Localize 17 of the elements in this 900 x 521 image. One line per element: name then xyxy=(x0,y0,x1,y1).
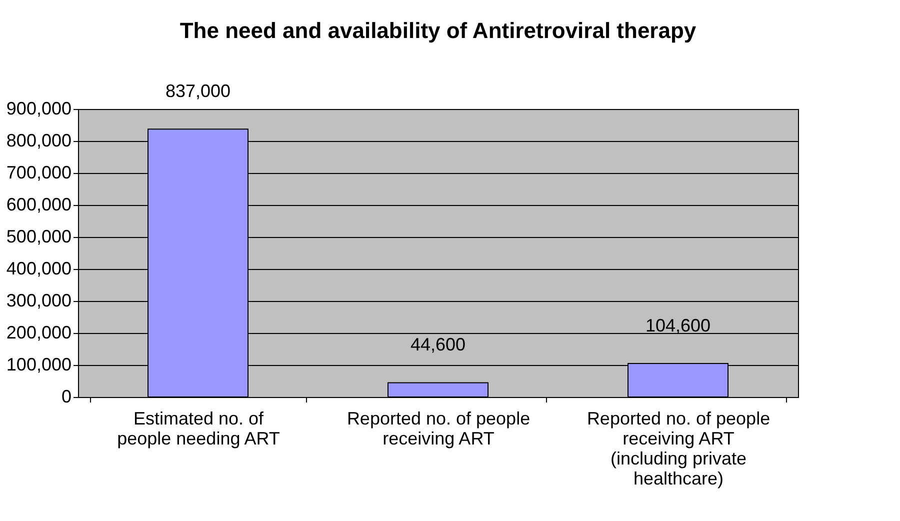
x-tick-label: Estimated no. of people needing ART xyxy=(117,408,280,448)
y-tick-label: 800,000 xyxy=(6,130,72,150)
y-tick-label: 900,000 xyxy=(6,98,72,118)
y-tick-label: 300,000 xyxy=(6,290,72,310)
y-tick-label: 400,000 xyxy=(6,258,72,278)
chart-title: The need and availability of Antiretroviral therapy xyxy=(180,18,697,44)
y-tick-label: 700,000 xyxy=(6,162,72,182)
x-tick-label: Reported no. of people receiving ART (including private healthcare) xyxy=(586,408,770,488)
y-tick-label: 200,000 xyxy=(6,322,72,342)
y-tick-label: 0 xyxy=(61,386,72,406)
data-label: 104,600 xyxy=(645,316,711,336)
y-tick-label: 600,000 xyxy=(6,194,72,214)
data-label: 837,000 xyxy=(165,81,231,102)
x-tick-label: Reported no. of people receiving ART xyxy=(346,408,530,448)
y-tick-label: 100,000 xyxy=(6,354,72,374)
y-tick-label: 500,000 xyxy=(6,226,72,246)
data-label: 44,600 xyxy=(410,334,466,355)
